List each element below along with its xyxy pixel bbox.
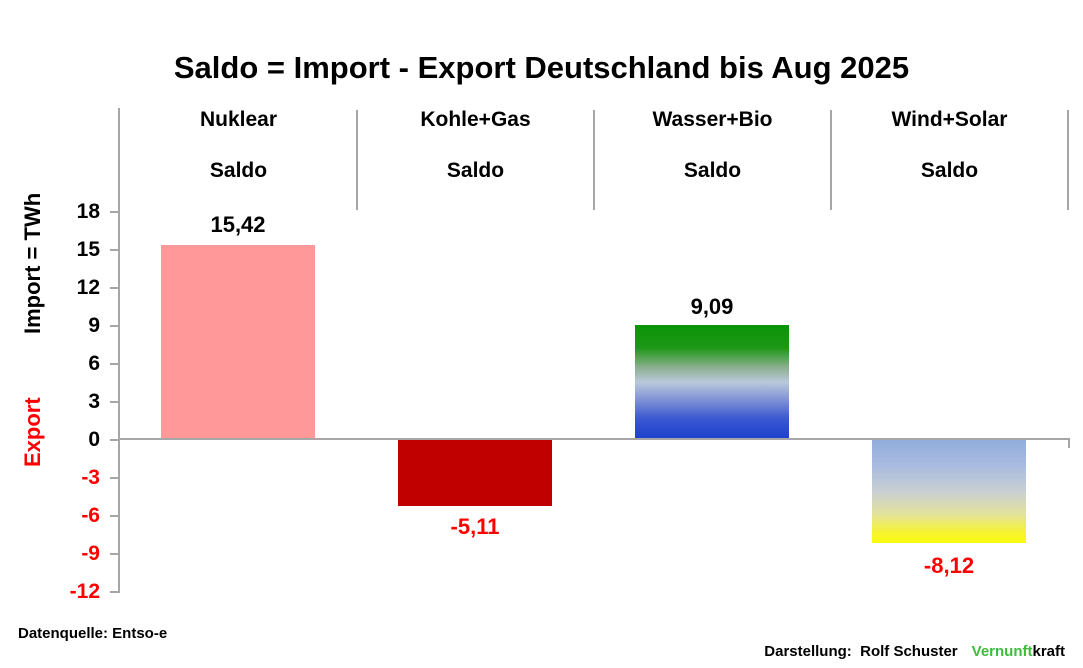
y-tick-label-12: 12 xyxy=(76,276,100,299)
y-tick-mark xyxy=(110,211,118,213)
bar-wasser-bio-saldo xyxy=(635,325,789,439)
y-tick-mark xyxy=(110,591,118,593)
y-tick-mark xyxy=(110,477,118,479)
bar-kohle-gas-saldo xyxy=(398,440,552,506)
column-separator xyxy=(1067,110,1069,210)
column-subtitle: Saldo xyxy=(920,159,979,182)
brand-kraft: kraft xyxy=(1032,643,1065,660)
y-tick-mark xyxy=(110,553,118,555)
y-tick-mark xyxy=(110,439,118,441)
y-tick-mark xyxy=(110,401,118,403)
zero-baseline xyxy=(118,438,1070,440)
chart-title: Saldo = Import - Export Deutschland bis … xyxy=(173,50,910,85)
column-name: Wind+Solar xyxy=(891,108,1008,131)
column-separator xyxy=(593,110,595,210)
y-tick-label-neg3: -3 xyxy=(81,466,100,489)
y-axis-line xyxy=(118,108,120,593)
data-source-note: Datenquelle: Entso-e xyxy=(18,625,168,642)
value-label-wind-solar: -8,12 xyxy=(923,553,975,578)
column-header-wasser-bio: Wasser+Bio Saldo xyxy=(594,108,831,183)
column-subtitle: Saldo xyxy=(446,159,505,182)
column-name: Nuklear xyxy=(199,108,278,131)
credit-note: Darstellung: Rolf Schuster Vernunftkraft xyxy=(748,626,1065,668)
y-tick-label-9: 9 xyxy=(88,314,100,337)
column-header-kohle-gas: Kohle+Gas Saldo xyxy=(357,108,594,183)
column-separator xyxy=(830,110,832,210)
y-tick-mark xyxy=(110,287,118,289)
y-tick-label-neg9: -9 xyxy=(81,542,100,565)
value-label-kohle-gas: -5,11 xyxy=(450,514,500,539)
column-header-nuklear: Nuklear Saldo xyxy=(120,108,357,183)
bar-wind-solar-saldo xyxy=(872,440,1026,543)
y-tick-mark xyxy=(110,249,118,251)
column-subtitle: Saldo xyxy=(209,159,268,182)
brand-vernunft: Vernunft xyxy=(971,643,1033,660)
zero-baseline-end-tick xyxy=(1068,440,1070,448)
y-tick-label-0: 0 xyxy=(88,428,100,451)
y-tick-label-neg6: -6 xyxy=(81,504,100,527)
y-tick-mark xyxy=(110,325,118,327)
column-separator xyxy=(356,110,358,210)
y-tick-label-15: 15 xyxy=(76,238,100,261)
column-header-wind-solar: Wind+Solar Saldo xyxy=(831,108,1068,183)
bar-nuklear-saldo xyxy=(161,245,315,439)
y-tick-label-neg12: -12 xyxy=(69,580,100,603)
y-tick-mark xyxy=(110,363,118,365)
column-subtitle: Saldo xyxy=(683,159,742,182)
y-tick-label-6: 6 xyxy=(88,352,100,375)
y-tick-mark xyxy=(110,515,118,517)
y-tick-label-3: 3 xyxy=(88,390,100,413)
credit-text: Darstellung: Rolf Schuster xyxy=(764,643,958,660)
column-name: Kohle+Gas xyxy=(420,108,531,131)
value-label-nuklear: 15,42 xyxy=(210,212,266,237)
y-tick-label-18: 18 xyxy=(76,200,100,223)
column-name: Wasser+Bio xyxy=(652,108,773,131)
value-label-wasser-bio: 9,09 xyxy=(690,294,734,319)
